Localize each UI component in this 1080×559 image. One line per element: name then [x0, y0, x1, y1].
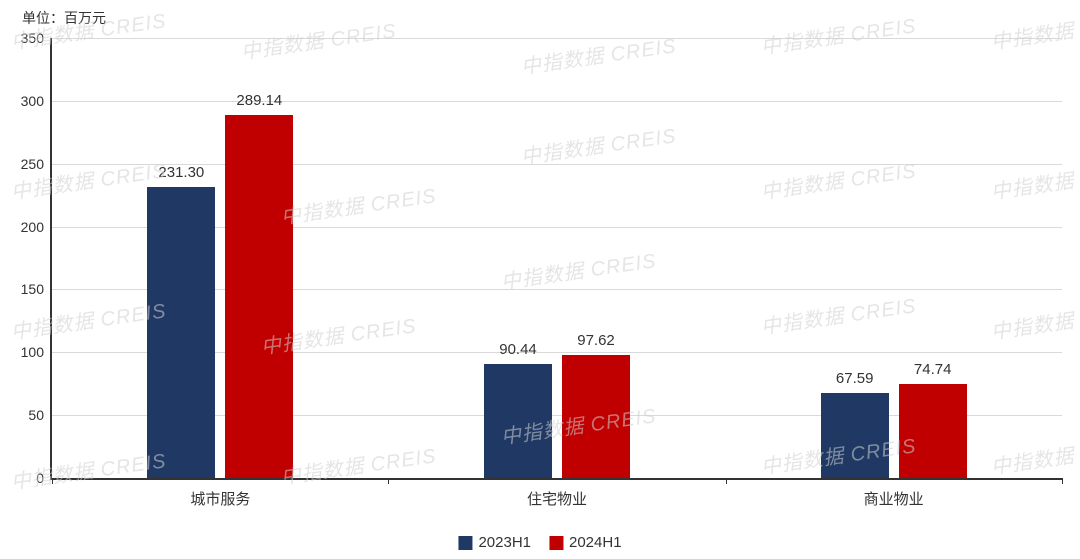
x-tick-mark: [52, 478, 53, 484]
x-tick-label: 城市服务: [190, 478, 250, 509]
bar: 289.14: [225, 115, 293, 478]
y-tick-label: 250: [21, 156, 52, 172]
y-tick-label: 150: [21, 281, 52, 297]
gridline: [52, 101, 1062, 102]
legend-label: 2024H1: [569, 534, 622, 551]
legend-item: 2024H1: [549, 534, 622, 551]
y-tick-label: 350: [21, 30, 52, 46]
y-tick-label: 300: [21, 93, 52, 109]
bar-value-label: 231.30: [158, 164, 204, 187]
x-tick-mark: [726, 478, 727, 484]
bar-value-label: 90.44: [499, 341, 537, 364]
x-tick-mark: [1062, 478, 1063, 484]
legend: 2023H1 2024H1: [458, 534, 621, 551]
bar-value-label: 289.14: [236, 92, 282, 115]
bar: 74.74: [899, 384, 967, 478]
y-tick-label: 100: [21, 344, 52, 360]
bar-value-label: 67.59: [836, 370, 874, 393]
legend-label: 2023H1: [478, 534, 531, 551]
y-tick-label: 50: [28, 407, 52, 423]
plot-area: 050100150200250300350城市服务231.30289.14住宅物…: [50, 38, 1062, 480]
y-tick-label: 200: [21, 219, 52, 235]
bar: 67.59: [821, 393, 889, 478]
bar-value-label: 74.74: [914, 361, 952, 384]
bar-value-label: 97.62: [577, 332, 615, 355]
bar: 231.30: [147, 187, 215, 478]
gridline: [52, 38, 1062, 39]
y-tick-label: 0: [36, 470, 52, 486]
legend-swatch: [549, 536, 563, 550]
unit-label: 单位：百万元: [22, 8, 106, 28]
x-tick-mark: [388, 478, 389, 484]
legend-item: 2023H1: [458, 534, 531, 551]
x-tick-label: 商业物业: [864, 478, 924, 509]
x-tick-label: 住宅物业: [527, 478, 587, 509]
legend-swatch: [458, 536, 472, 550]
bar: 97.62: [562, 355, 630, 478]
bar: 90.44: [484, 364, 552, 478]
